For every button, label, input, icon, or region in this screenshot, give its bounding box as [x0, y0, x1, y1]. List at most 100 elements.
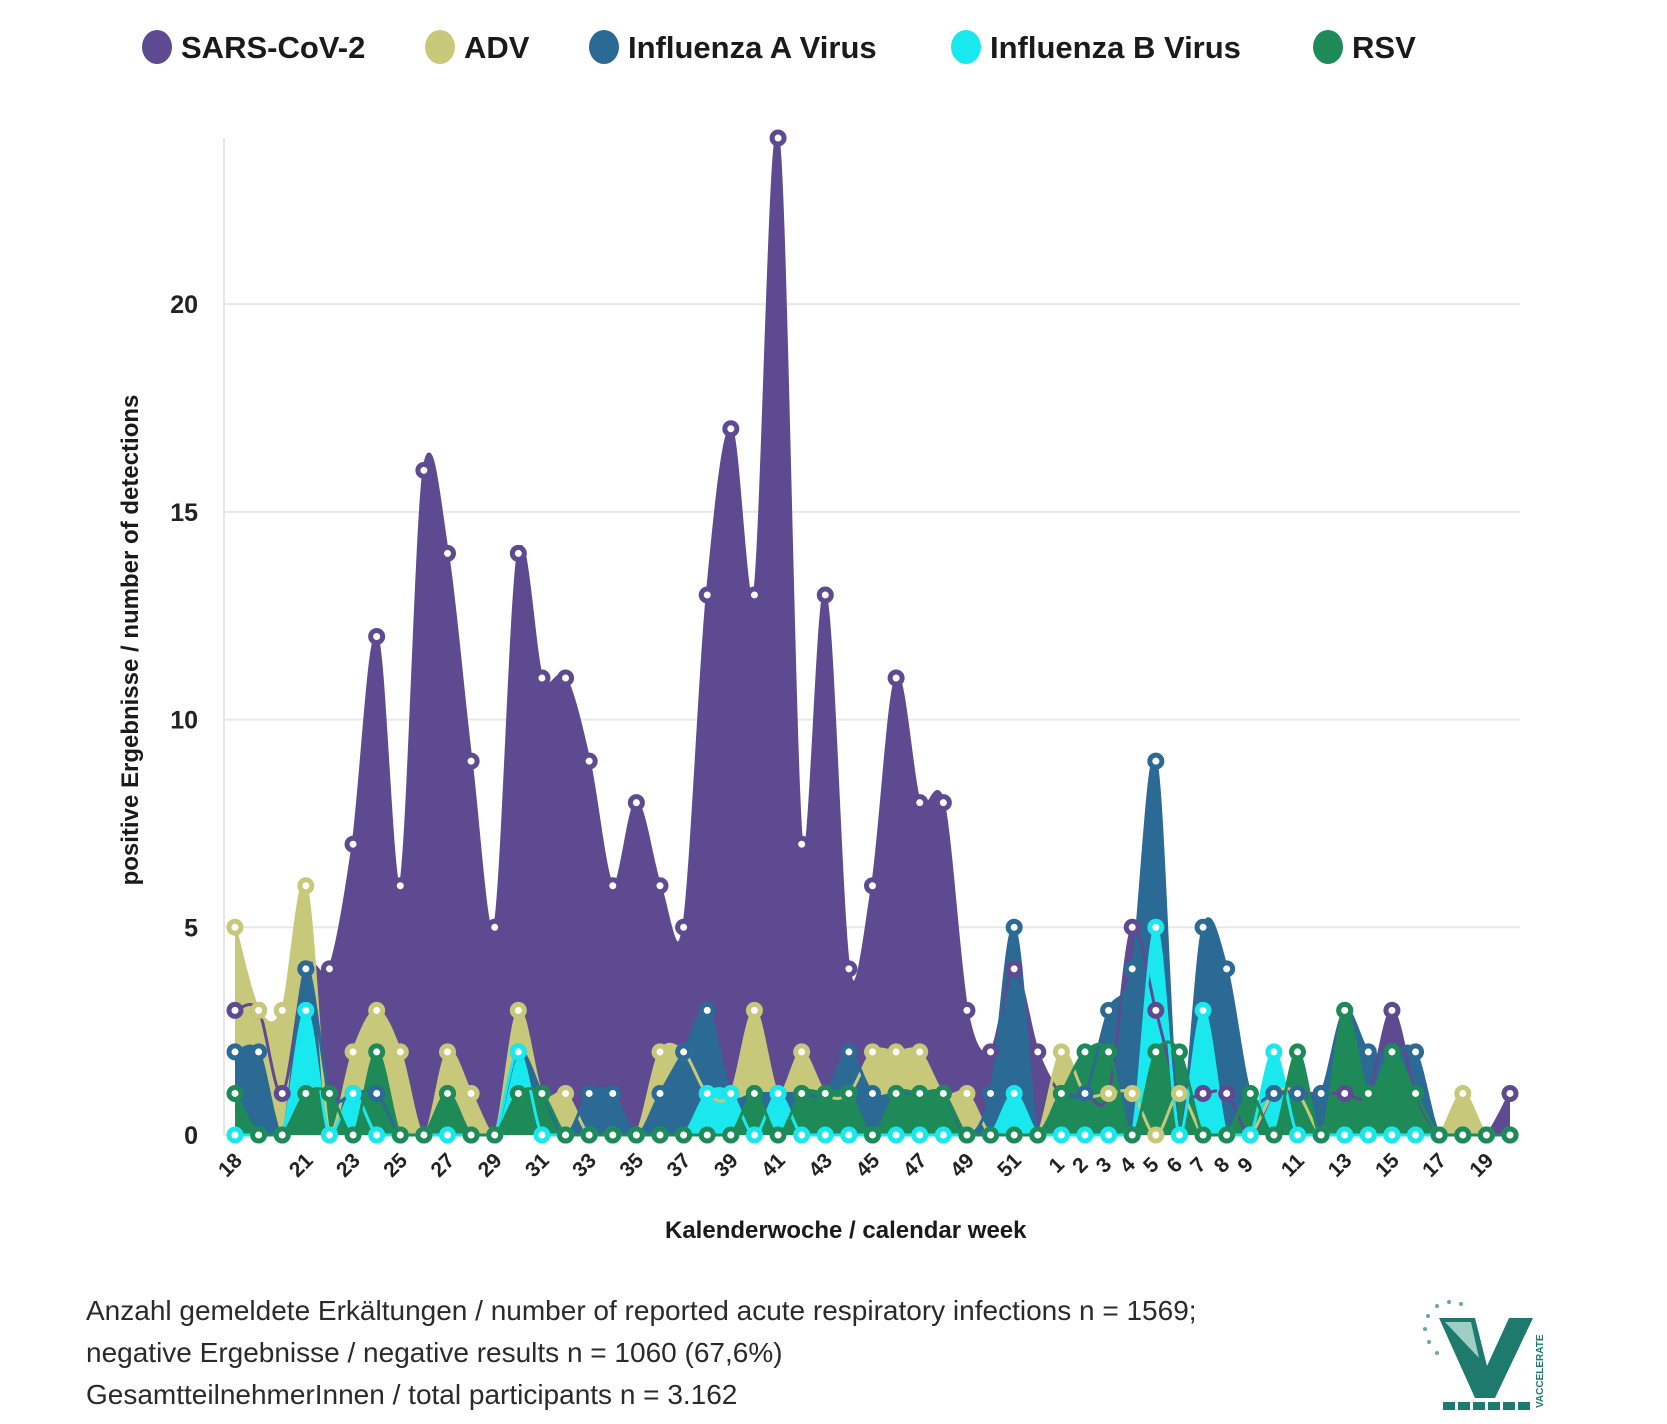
point-rsv	[816, 1084, 834, 1102]
point-rsv	[745, 1084, 763, 1102]
point-sars-cov-2	[1005, 960, 1023, 978]
point-rsv	[793, 1084, 811, 1102]
point-rsv	[1005, 1126, 1023, 1144]
point-influenza-b-virus	[1076, 1126, 1094, 1144]
x-tick-label: 35	[615, 1149, 648, 1182]
point-influenza-b-virus	[793, 1126, 811, 1144]
point-sars-cov-2	[887, 669, 905, 687]
legend-marker-adv	[425, 30, 455, 64]
point-sars-cov-2	[745, 586, 763, 604]
point-rsv	[250, 1126, 268, 1144]
point-influenza-a-virus	[1218, 960, 1236, 978]
point-adv	[391, 1043, 409, 1061]
point-influenza-b-virus	[887, 1126, 905, 1144]
x-tick-label: 47	[899, 1149, 932, 1182]
point-rsv	[391, 1126, 409, 1144]
point-rsv	[958, 1126, 976, 1144]
point-influenza-b-virus	[698, 1084, 716, 1102]
point-sars-cov-2	[840, 960, 858, 978]
point-influenza-b-virus	[533, 1126, 551, 1144]
point-influenza-b-virus	[1336, 1126, 1354, 1144]
point-rsv	[1123, 1126, 1141, 1144]
legend-label-adv: ADV	[464, 30, 530, 65]
legend-item-rsv[interactable]: RSV	[1313, 30, 1416, 65]
point-adv	[911, 1043, 929, 1061]
point-adv	[864, 1043, 881, 1061]
legend-label-influenza-a: Influenza A Virus	[628, 30, 877, 65]
point-rsv	[934, 1084, 952, 1102]
legend: SARS-CoV-2 ADV Influenza A Virus Influen…	[142, 30, 1416, 65]
point-influenza-a-virus	[297, 960, 315, 978]
area-rsv	[235, 1009, 1510, 1135]
legend-item-influenza-b[interactable]: Influenza B Virus	[951, 30, 1241, 65]
x-tick-label: 37	[663, 1149, 696, 1182]
point-rsv	[580, 1126, 598, 1144]
point-rsv	[415, 1126, 433, 1144]
point-rsv	[297, 1084, 315, 1102]
y-tick-label: 0	[184, 1122, 198, 1150]
point-influenza-a-virus	[1076, 1084, 1094, 1102]
point-adv	[745, 1001, 763, 1019]
point-rsv	[273, 1126, 291, 1144]
point-rsv	[840, 1084, 858, 1102]
x-tick-label: 31	[521, 1149, 554, 1182]
legend-item-influenza-a[interactable]: Influenza A Virus	[589, 30, 877, 65]
point-influenza-a-virus	[864, 1084, 881, 1102]
point-influenza-b-virus	[911, 1126, 929, 1144]
x-tick-label: 4	[1115, 1153, 1140, 1178]
y-tick-label: 20	[170, 291, 198, 319]
point-adv	[462, 1084, 480, 1102]
point-rsv	[1359, 1084, 1377, 1102]
point-adv	[793, 1043, 811, 1061]
point-influenza-a-virus	[1312, 1084, 1330, 1102]
point-rsv	[1100, 1043, 1118, 1061]
point-influenza-b-virus	[1289, 1126, 1306, 1144]
point-rsv	[1501, 1126, 1519, 1144]
point-adv	[509, 1001, 527, 1019]
legend-item-sars-cov-2[interactable]: SARS-CoV-2	[142, 30, 365, 65]
point-sars-cov-2	[793, 835, 811, 853]
x-tick-label: 8	[1210, 1153, 1235, 1178]
point-rsv	[722, 1126, 740, 1144]
point-sars-cov-2	[557, 669, 575, 687]
logo-stars-icon	[1423, 1300, 1463, 1355]
point-influenza-b-virus	[816, 1126, 834, 1144]
point-rsv	[1289, 1043, 1306, 1061]
point-sars-cov-2	[320, 960, 338, 978]
point-rsv	[1477, 1126, 1495, 1144]
point-influenza-b-virus	[934, 1126, 952, 1144]
area-sars-cov-2	[235, 135, 1510, 1135]
point-rsv	[1076, 1043, 1094, 1061]
x-tick-label: 7	[1186, 1153, 1211, 1178]
logo-base-bars-icon	[1443, 1402, 1530, 1410]
point-influenza-a-virus	[1123, 960, 1141, 978]
line-sars-cov-2	[234, 134, 1512, 1137]
point-rsv	[1312, 1126, 1330, 1144]
point-influenza-b-virus	[1170, 1126, 1188, 1144]
point-influenza-a-virus	[1407, 1043, 1425, 1061]
point-sars-cov-2	[391, 877, 409, 895]
point-sars-cov-2	[627, 794, 645, 812]
footer-line-total-participants: GesamtteilnehmerInnen / total participan…	[86, 1379, 738, 1410]
x-tick-label: 1	[1045, 1153, 1070, 1178]
point-rsv	[1336, 1001, 1354, 1019]
point-influenza-b-virus	[320, 1126, 338, 1144]
point-influenza-a-virus	[368, 1084, 386, 1102]
point-sars-cov-2	[533, 669, 551, 687]
legend-item-adv[interactable]: ADV	[425, 30, 530, 65]
x-tick-label: 27	[427, 1149, 460, 1182]
point-rsv	[604, 1126, 622, 1144]
point-adv	[1100, 1084, 1118, 1102]
y-tick-labels: 0 5 10 15 20	[170, 291, 198, 1150]
point-sars-cov-2	[1336, 1084, 1354, 1102]
point-rsv	[627, 1126, 645, 1144]
point-adv	[1454, 1084, 1472, 1102]
point-influenza-b-virus	[368, 1126, 386, 1144]
point-sars-cov-2	[1147, 1001, 1165, 1019]
point-influenza-a-virus	[1359, 1043, 1377, 1061]
x-tick-label: 13	[1324, 1149, 1357, 1182]
point-rsv	[864, 1126, 881, 1144]
point-influenza-a-virus	[1100, 1001, 1118, 1019]
x-tick-labels: 18 21 23 25 27 29 31 33 35 37 39 41 43 45 47 49 51 1 2 3 4 5 6…	[214, 1149, 1498, 1182]
point-rsv	[982, 1126, 1000, 1144]
